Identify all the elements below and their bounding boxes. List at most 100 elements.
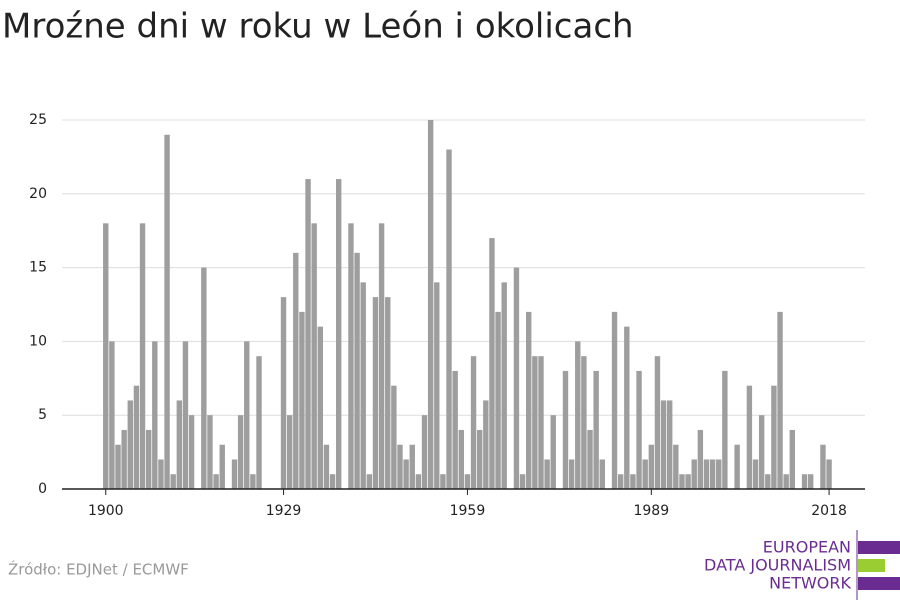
bar <box>250 474 256 489</box>
y-tick-label: 20 <box>29 186 47 202</box>
bar <box>593 370 599 489</box>
bar <box>372 297 379 489</box>
bar <box>145 429 152 489</box>
bar <box>415 474 422 489</box>
bar <box>470 356 477 489</box>
bar <box>323 444 330 489</box>
bar <box>152 341 158 489</box>
bar <box>667 400 673 489</box>
bar <box>789 429 795 489</box>
bar <box>360 282 366 489</box>
bar <box>164 134 170 489</box>
bar <box>587 429 593 489</box>
bar <box>642 459 648 489</box>
bar <box>421 415 428 489</box>
bar <box>691 459 697 489</box>
logo-bar <box>858 559 885 572</box>
bar <box>409 444 415 489</box>
bar <box>826 459 832 489</box>
bar <box>532 356 538 489</box>
bar <box>440 474 446 489</box>
bar <box>139 223 146 489</box>
bar <box>427 120 434 489</box>
bar <box>575 341 581 489</box>
bar <box>329 474 336 489</box>
bar <box>280 297 287 489</box>
bar <box>158 459 164 489</box>
bar <box>219 444 225 489</box>
logo: EUROPEAN DATA JOURNALISM NETWORK <box>704 530 900 600</box>
x-tick-label: 1959 <box>450 503 486 519</box>
bar <box>133 385 140 489</box>
bar <box>630 474 636 489</box>
bar <box>568 459 575 489</box>
bar <box>385 297 391 489</box>
bar <box>434 282 440 489</box>
bar <box>654 356 661 489</box>
bar <box>391 385 397 489</box>
bar <box>293 252 299 489</box>
bar <box>660 400 667 489</box>
logo-text: DATA JOURNALISM <box>704 556 851 575</box>
bar <box>458 429 464 489</box>
bar <box>550 415 556 489</box>
bar <box>758 415 765 489</box>
bar <box>127 400 133 489</box>
bar <box>495 311 501 489</box>
bar <box>378 223 385 489</box>
bar <box>213 474 219 489</box>
bar <box>354 252 360 489</box>
bar <box>201 267 207 489</box>
bar <box>599 459 605 489</box>
bar <box>636 370 642 489</box>
bar <box>716 459 722 489</box>
logo-bar <box>858 577 900 590</box>
bar <box>777 311 783 489</box>
bar <box>170 474 176 489</box>
y-tick-label: 25 <box>29 112 47 128</box>
bar <box>464 474 471 489</box>
bar <box>648 444 655 489</box>
bar <box>256 356 262 489</box>
bar <box>765 474 771 489</box>
bar <box>231 459 238 489</box>
bar <box>305 179 311 490</box>
bar <box>544 459 550 489</box>
bar <box>403 459 409 489</box>
bar <box>501 282 507 489</box>
bar <box>397 444 403 489</box>
bar <box>188 415 195 489</box>
bar <box>366 474 373 489</box>
y-tick-label: 5 <box>38 407 47 423</box>
logo-text: NETWORK <box>769 574 851 593</box>
bar <box>709 459 716 489</box>
bar <box>115 444 121 489</box>
bar <box>673 444 679 489</box>
bar <box>820 444 826 489</box>
bar <box>771 385 777 489</box>
bar <box>538 356 544 489</box>
bar <box>526 311 532 489</box>
y-tick-label: 15 <box>29 260 47 276</box>
bar <box>685 474 691 489</box>
bar <box>476 429 483 489</box>
bar <box>519 474 526 489</box>
bar <box>317 326 324 489</box>
bar <box>581 356 587 489</box>
bar <box>697 429 704 489</box>
bar <box>207 415 213 489</box>
bar <box>182 341 189 489</box>
bar <box>722 370 728 489</box>
bar <box>734 444 740 489</box>
bar <box>703 459 710 489</box>
x-tick-label: 2018 <box>811 503 847 519</box>
y-tick-label: 10 <box>29 333 47 349</box>
bar <box>244 341 250 489</box>
bar <box>348 223 354 489</box>
bar <box>562 370 569 489</box>
bar <box>746 385 753 489</box>
bar <box>801 474 808 489</box>
x-tick-label: 1929 <box>266 503 302 519</box>
bar <box>483 400 489 489</box>
